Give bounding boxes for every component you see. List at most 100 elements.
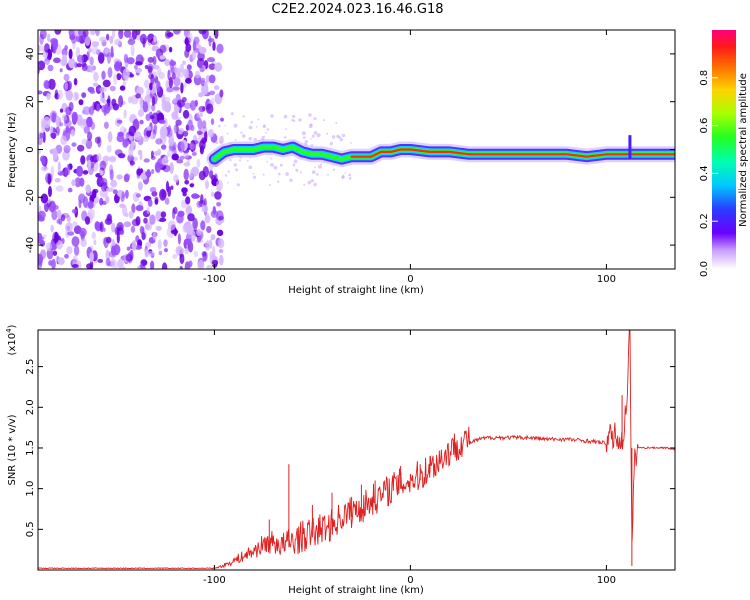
noise-blob <box>109 35 114 44</box>
noise-blob <box>177 233 181 245</box>
halo-point <box>215 141 219 145</box>
x-tick-label: -100 <box>203 274 226 285</box>
y-tick-label: 1.5 <box>25 440 36 456</box>
chart-title: C2E2.2024.023.16.46.G18 <box>271 2 444 17</box>
noise-blob <box>144 79 150 89</box>
noise-blob <box>171 153 179 161</box>
noise-blob <box>106 52 111 64</box>
noise-blob <box>38 90 43 95</box>
noise-blob <box>216 179 223 191</box>
noise-blob <box>139 33 148 45</box>
halo-point <box>314 166 316 169</box>
halo-point <box>239 159 241 162</box>
x-tick-label: -100 <box>203 575 226 586</box>
noise-blob <box>135 54 144 66</box>
noise-blob <box>131 240 137 251</box>
noise-blob <box>146 130 152 138</box>
noise-blob <box>186 64 192 71</box>
y-tick-label: -20 <box>25 189 36 205</box>
noise-blob <box>131 30 137 40</box>
noise-blob <box>161 144 167 150</box>
y-tick-label: 0 <box>25 146 36 152</box>
noise-blob <box>139 119 144 125</box>
noise-blob <box>123 53 129 63</box>
noise-blob <box>135 216 141 226</box>
noise-blob <box>56 219 60 224</box>
noise-blob <box>77 144 85 152</box>
noise-blob <box>185 196 191 205</box>
halo-point <box>257 118 260 121</box>
noise-blob <box>176 159 184 164</box>
halo-point <box>279 163 283 167</box>
noise-blob <box>66 246 73 255</box>
halo-point <box>220 136 223 138</box>
noise-blob <box>150 150 154 158</box>
noise-blob <box>179 155 185 160</box>
halo-point <box>250 120 253 124</box>
noise-blob <box>88 48 92 54</box>
noise-blob <box>63 73 70 81</box>
halo-point <box>348 173 352 177</box>
halo-point <box>224 174 228 177</box>
noise-blob <box>106 98 111 104</box>
noise-blob <box>52 231 60 244</box>
noise-blob <box>125 253 133 262</box>
noise-blob <box>124 173 131 181</box>
noise-blob <box>187 213 195 222</box>
noise-blob <box>65 82 69 90</box>
noise-blob <box>218 249 224 253</box>
noise-blob <box>59 68 63 73</box>
noise-blob <box>146 206 150 215</box>
noise-blob <box>187 119 194 131</box>
noise-blob <box>116 119 123 124</box>
noise-blob <box>186 205 192 215</box>
noise-blob <box>123 30 132 38</box>
noise-blob <box>38 136 43 146</box>
noise-blob <box>93 239 97 246</box>
noise-blob <box>57 89 64 100</box>
noise-blob <box>48 78 56 90</box>
noise-blob <box>173 174 179 183</box>
halo-point <box>242 134 246 138</box>
noise-blob <box>204 81 208 90</box>
noise-blob <box>50 224 54 233</box>
noise-blob <box>135 205 144 212</box>
halo-point <box>311 170 316 175</box>
noise-blob <box>201 120 207 129</box>
noise-blob <box>184 39 190 45</box>
noise-blob <box>100 181 108 192</box>
noise-blob <box>172 30 181 35</box>
noise-blob <box>182 109 190 119</box>
x-tick-label: 100 <box>597 274 616 285</box>
noise-blob <box>168 46 173 53</box>
noise-blob <box>210 191 215 197</box>
noise-blob <box>172 253 178 259</box>
noise-blob <box>210 210 219 218</box>
noise-blob <box>61 214 66 222</box>
noise-blob <box>197 260 205 269</box>
halo-point <box>248 125 253 130</box>
noise-blob <box>93 71 99 82</box>
snr-line <box>38 330 675 570</box>
halo-point <box>270 114 274 118</box>
halo-point <box>266 128 270 131</box>
noise-blob <box>164 58 170 67</box>
noise-blob <box>182 130 189 137</box>
halo-point <box>298 118 302 122</box>
noise-blob <box>117 258 124 269</box>
halo-point <box>285 172 289 176</box>
noise-blob <box>71 236 80 247</box>
halo-point <box>285 128 287 131</box>
noise-blob <box>87 159 92 170</box>
halo-point <box>230 112 234 116</box>
noise-blob <box>109 52 115 58</box>
noise-blob <box>166 87 174 93</box>
halo-point <box>310 179 314 183</box>
noise-blob <box>139 225 145 235</box>
noise-blob <box>60 135 67 146</box>
noise-blob <box>123 221 132 228</box>
halo-point <box>227 181 229 184</box>
noise-blob <box>149 214 156 225</box>
y-tick-label: 20 <box>25 95 36 108</box>
noise-blob <box>54 30 62 35</box>
